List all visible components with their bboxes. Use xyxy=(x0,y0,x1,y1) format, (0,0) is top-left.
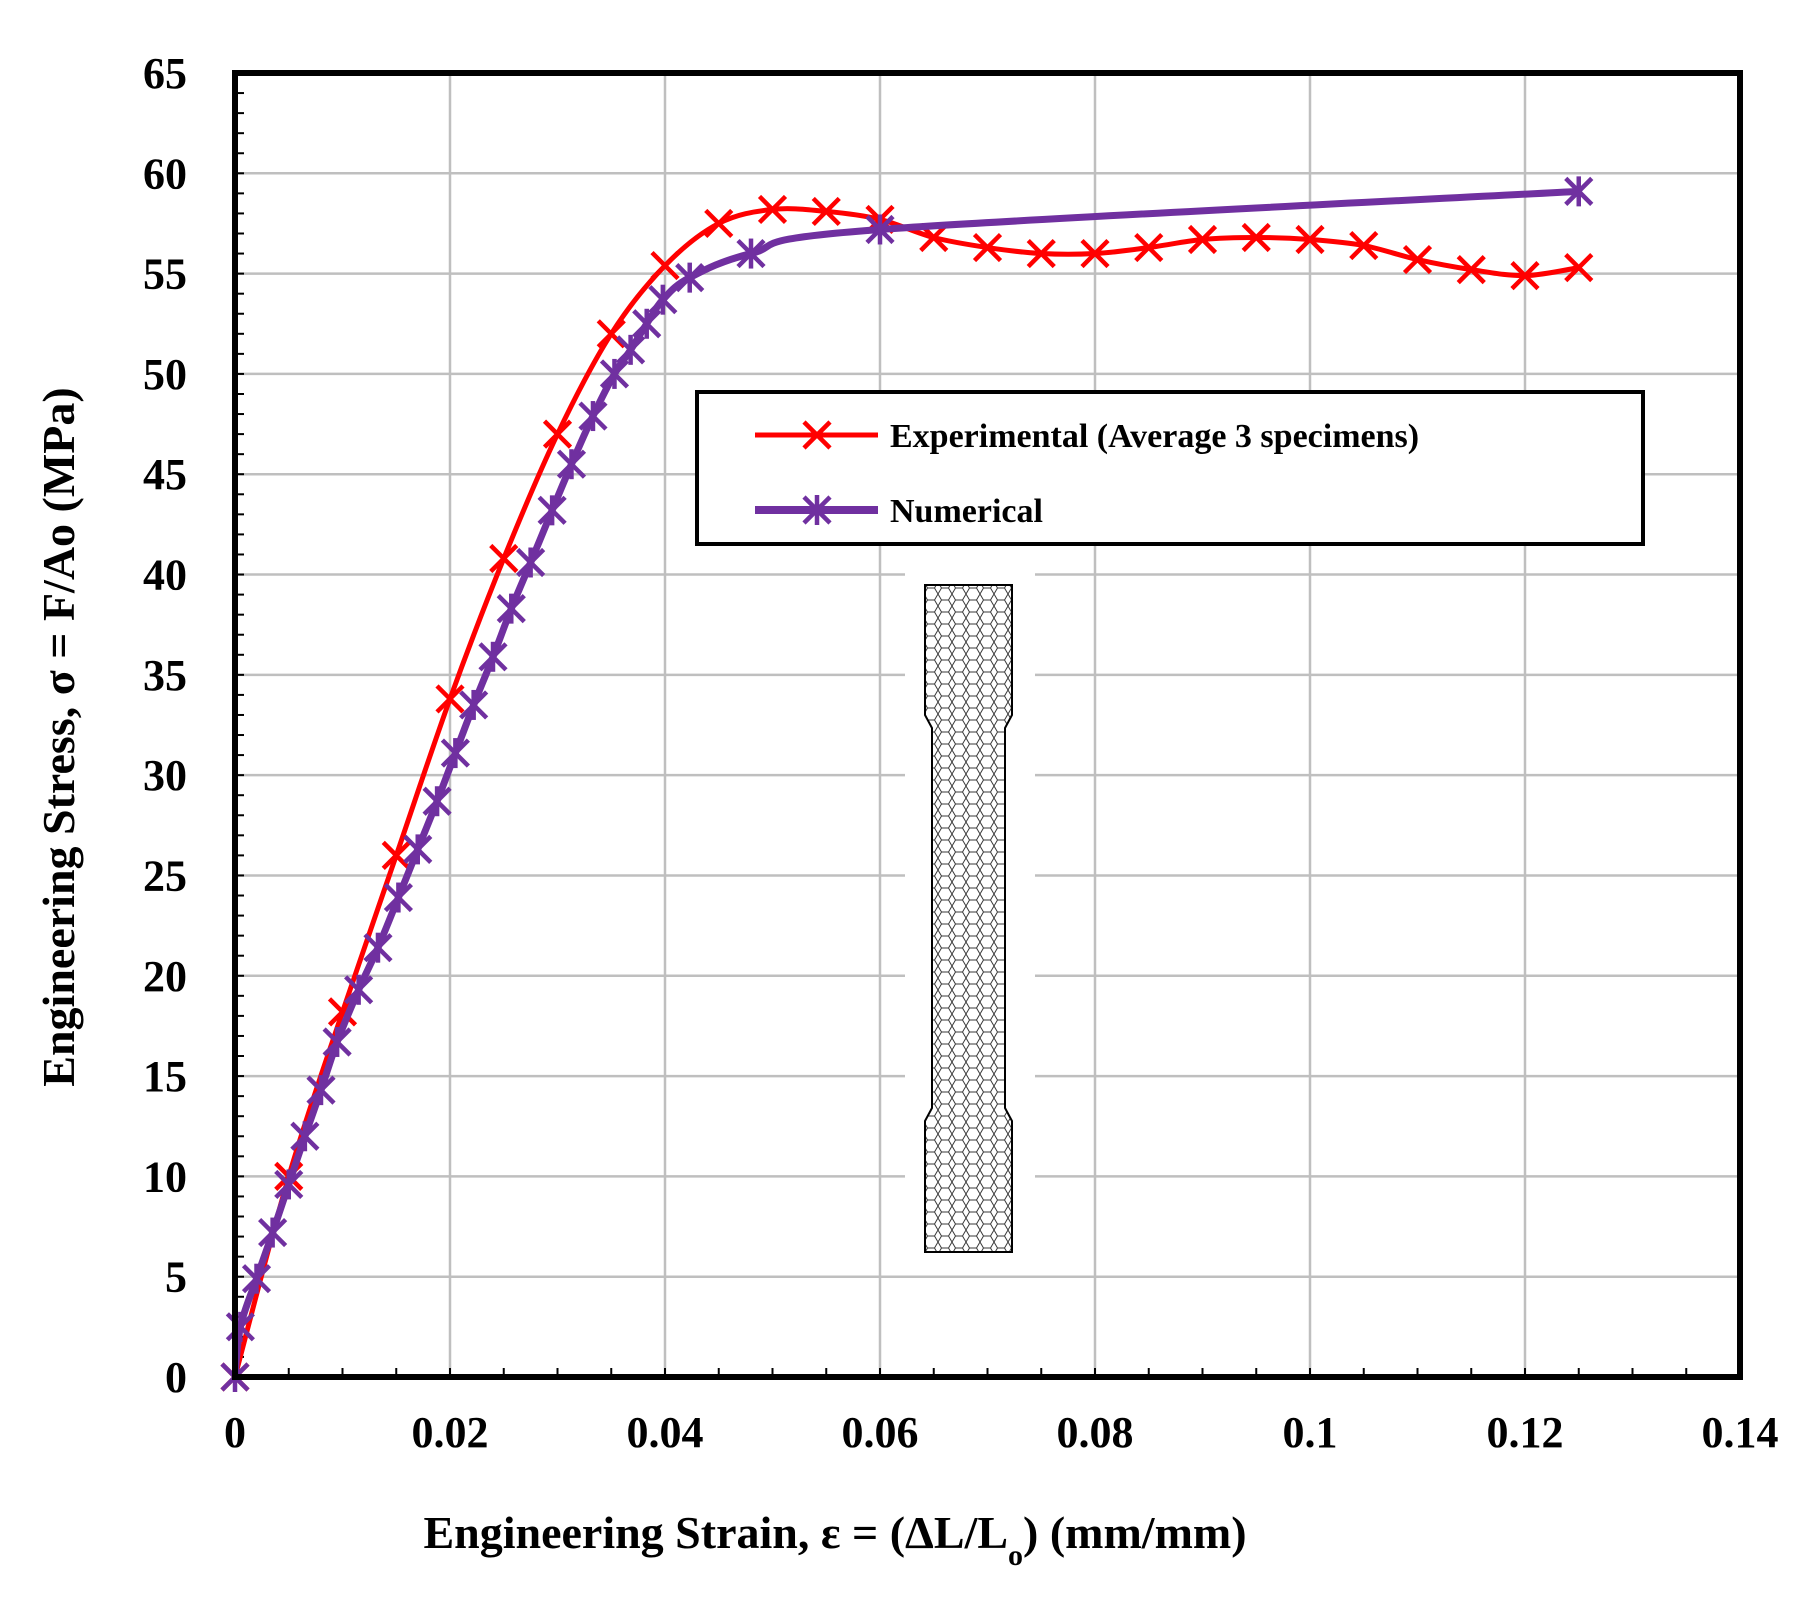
data-point xyxy=(599,358,630,389)
data-point xyxy=(811,196,841,227)
data-point xyxy=(757,194,788,225)
data-point xyxy=(596,319,626,349)
y-tick-label: 45 xyxy=(143,450,187,499)
data-point xyxy=(489,543,519,574)
data-point xyxy=(1187,224,1218,255)
data-point xyxy=(241,1263,272,1294)
data-point xyxy=(403,834,433,865)
plot-area-border xyxy=(232,70,1743,1380)
legend-swatch-marker xyxy=(802,420,832,450)
x-tick-label: 0.06 xyxy=(842,1408,919,1457)
y-tick-label: 40 xyxy=(143,551,187,600)
y-tick-label: 10 xyxy=(143,1152,187,1201)
data-point xyxy=(459,689,489,720)
data-point xyxy=(736,238,766,269)
legend-label: Numerical xyxy=(890,493,1043,530)
data-point xyxy=(440,738,470,769)
data-point xyxy=(1456,255,1486,285)
data-point xyxy=(1295,224,1325,255)
data-point xyxy=(542,419,573,449)
y-tick-label: 35 xyxy=(143,651,187,700)
legend-label: Experimental (Average 3 specimens) xyxy=(890,418,1419,455)
x-tick-labels: 0 0.02 0.04 0.06 0.08 0.1 0.12 0.14 xyxy=(224,1408,1779,1457)
y-tick-label: 50 xyxy=(143,350,187,399)
legend-swatch-marker xyxy=(802,495,832,525)
y-axis-title: Engineering Stress, σ = F/Ao (MPa) xyxy=(33,387,84,1086)
data-point xyxy=(1134,232,1164,263)
data-point xyxy=(1349,230,1379,261)
y-tick-label: 20 xyxy=(143,952,187,1001)
data-point xyxy=(556,449,587,480)
legend-box xyxy=(695,390,1645,546)
data-point xyxy=(704,208,734,239)
data-point xyxy=(650,250,680,281)
x-tick-label: 0.12 xyxy=(1487,1408,1564,1457)
x-tick-label: 0.02 xyxy=(412,1408,489,1457)
data-point xyxy=(1564,253,1594,283)
x-tick-label: 0.1 xyxy=(1283,1408,1338,1457)
legend-item: Numerical xyxy=(755,493,1043,530)
data-point xyxy=(435,684,465,714)
y-tick-label: 25 xyxy=(143,851,187,900)
data-point xyxy=(225,1311,255,1342)
legend-item: Experimental (Average 3 specimens) xyxy=(755,418,1419,455)
data-point xyxy=(381,840,411,870)
y-tick-label: 65 xyxy=(143,49,187,98)
data-point xyxy=(274,1169,304,1200)
data-point xyxy=(1510,261,1540,291)
y-tick-label: 15 xyxy=(143,1052,187,1101)
x-tick-label: 0.04 xyxy=(627,1408,704,1457)
data-point xyxy=(648,284,678,315)
data-point xyxy=(496,593,526,624)
specimen-mesh-illustration xyxy=(905,568,1035,1268)
data-point xyxy=(290,1121,320,1152)
data-point xyxy=(1080,238,1110,269)
y-tick-label: 60 xyxy=(143,149,187,198)
data-point xyxy=(383,882,413,913)
x-tick-label: 0.14 xyxy=(1702,1408,1779,1457)
y-tick-labels: 0 5 10 15 20 25 30 35 40 45 50 55 60 65 xyxy=(143,49,187,1402)
data-point xyxy=(422,786,452,817)
data-point xyxy=(1564,176,1594,207)
data-point xyxy=(1026,238,1056,269)
data-point xyxy=(363,932,393,963)
data-point xyxy=(675,262,705,293)
x-tick-label: 0 xyxy=(224,1408,246,1457)
data-point xyxy=(258,1217,288,1248)
data-point xyxy=(1402,244,1433,275)
data-point xyxy=(578,401,608,432)
data-point xyxy=(865,214,895,245)
data-point xyxy=(632,308,662,339)
data-point xyxy=(516,547,546,578)
data-point xyxy=(616,334,646,365)
y-tick-label: 30 xyxy=(143,751,187,800)
y-tick-label: 55 xyxy=(143,250,187,299)
legend: Experimental (Average 3 specimens) Numeri… xyxy=(695,390,1645,546)
series-experimental xyxy=(220,194,1594,1392)
data-point xyxy=(322,1026,352,1057)
specimen-outline xyxy=(924,584,1013,1253)
data-point xyxy=(344,974,374,1005)
y-tick-label: 5 xyxy=(165,1253,187,1302)
data-point xyxy=(306,1075,336,1106)
specimen-mesh-cells xyxy=(925,585,1012,1252)
data-point xyxy=(537,495,567,526)
y-tick-label: 0 xyxy=(165,1353,187,1402)
data-point xyxy=(1241,222,1271,253)
data-point xyxy=(972,232,1003,263)
data-point xyxy=(478,641,508,672)
series-numerical xyxy=(220,176,1594,1392)
series-layer xyxy=(220,176,1594,1392)
x-axis-title: Engineering Strain, ε = (ΔL/Lo) (mm/mm) xyxy=(423,1507,1246,1572)
x-tick-label: 0.08 xyxy=(1057,1408,1134,1457)
